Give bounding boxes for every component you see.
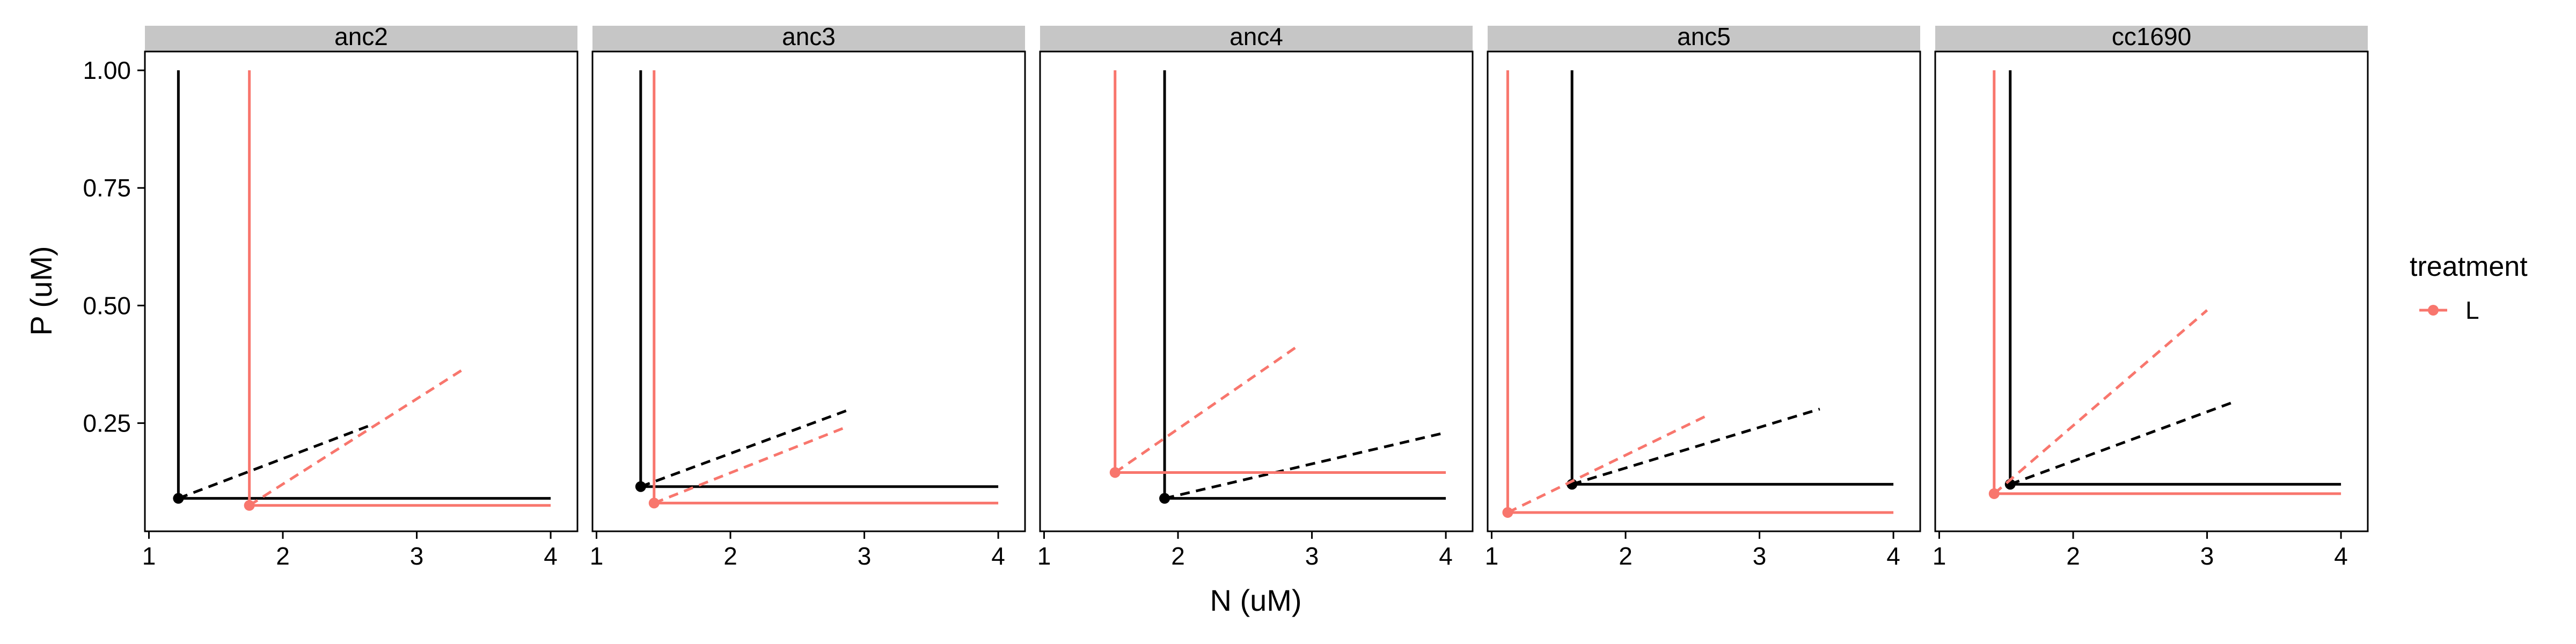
supply-vector-L — [248, 368, 465, 507]
x-tick-label: 2 — [2066, 542, 2080, 570]
x-tick-label: 4 — [991, 542, 1005, 570]
strip-background — [592, 26, 1025, 52]
x-tick-label: 1 — [1037, 542, 1051, 570]
x-tick-label: 2 — [723, 542, 737, 570]
panel-border — [1039, 50, 1474, 532]
strip-label: cc1690 — [2112, 23, 2191, 50]
zngi-point-L — [648, 497, 660, 509]
strip-background — [1488, 26, 1920, 52]
panel-border — [1934, 50, 2369, 532]
x-tick-label: 3 — [410, 542, 424, 570]
facet-panels: anc2 1 2 3 4 anc3 1 2 3 4 anc4 1 2 3 4 anc5 1 2 3 4 cc1690 1 2… — [142, 23, 2369, 570]
supply-vector-L — [1114, 344, 1300, 474]
y-tick-label: 0.75 — [83, 174, 131, 202]
legend-key-point — [2428, 305, 2439, 316]
supply-vector-L — [653, 426, 845, 504]
panel-border — [1487, 50, 1921, 532]
zngi-point-black — [1159, 493, 1170, 504]
x-tick-label: 2 — [1619, 542, 1633, 570]
strip-label: anc5 — [1677, 23, 1731, 50]
strip-background — [1040, 26, 1473, 52]
facet-anc4: anc4 1 2 3 4 — [1037, 23, 1474, 570]
y-axis: 0.25 0.50 0.75 1.00 — [83, 56, 145, 437]
supply-vector-L — [1993, 309, 2208, 495]
x-tick-label: 1 — [142, 542, 156, 570]
facet-anc2: anc2 1 2 3 4 — [142, 23, 579, 570]
strip-label: anc2 — [334, 23, 388, 50]
zngi-point-L — [1988, 488, 2000, 499]
y-tick-label: 0.50 — [83, 291, 131, 319]
x-tick-label: 3 — [858, 542, 872, 570]
zngi-point-L — [244, 500, 255, 511]
x-tick-label: 4 — [544, 542, 558, 570]
strip-background — [145, 26, 577, 52]
panel-border — [144, 50, 579, 532]
strip-label: anc3 — [782, 23, 836, 50]
supply-vector-black — [640, 407, 852, 488]
x-tick-label: 1 — [1485, 542, 1499, 570]
facet-anc3: anc3 1 2 3 4 — [590, 23, 1026, 570]
y-axis-title: P (uM) — [24, 246, 58, 336]
y-tick-label: 0.25 — [83, 409, 131, 437]
strip-background — [1935, 26, 2368, 52]
supply-vector-black — [1571, 407, 1820, 486]
strip-label: anc4 — [1230, 23, 1283, 50]
x-tick-label: 4 — [2334, 542, 2348, 570]
zngi-point-black — [635, 481, 646, 492]
x-tick-label: 3 — [1305, 542, 1319, 570]
facet-anc5: anc5 1 2 3 4 — [1485, 23, 1921, 570]
legend-title: treatment — [2410, 251, 2528, 282]
panel-border — [591, 50, 1026, 532]
supply-vector-black — [178, 424, 371, 500]
x-tick-label: 1 — [590, 542, 604, 570]
facet-cc1690: cc1690 1 2 3 4 — [1933, 23, 2369, 570]
supply-vector-black — [2009, 400, 2235, 486]
x-tick-label: 4 — [1886, 542, 1900, 570]
supply-vector-L — [1507, 415, 1707, 514]
y-tick-label: 1.00 — [83, 56, 131, 84]
zngi-point-L — [1502, 507, 1513, 518]
x-axis-title: N (uM) — [1210, 583, 1301, 617]
x-tick-label: 2 — [1171, 542, 1185, 570]
legend: treatment L — [2410, 251, 2528, 324]
x-tick-label: 3 — [2200, 542, 2214, 570]
zngi-point-L — [1109, 467, 1121, 478]
x-tick-label: 2 — [276, 542, 290, 570]
zngi-point-black — [173, 493, 184, 504]
x-tick-label: 3 — [1753, 542, 1767, 570]
x-tick-label: 4 — [1439, 542, 1453, 570]
legend-label-L: L — [2465, 296, 2479, 324]
x-tick-label: 1 — [1933, 542, 1946, 570]
